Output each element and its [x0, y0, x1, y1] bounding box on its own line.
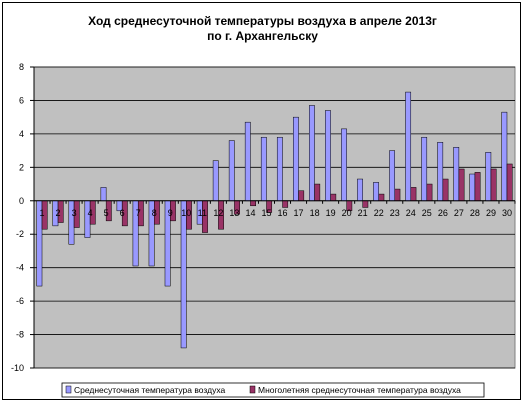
bar-daily [84, 200, 91, 238]
legend-label-normal: Многолетняя среднесуточная температура в… [258, 385, 461, 395]
bar-normal [250, 200, 256, 207]
x-tick-label: 2 [56, 208, 61, 218]
x-tick-label: 22 [374, 208, 384, 218]
bar-daily [180, 200, 187, 349]
y-tick-label: -8 [16, 330, 24, 340]
plot-area [33, 66, 516, 369]
bar-daily [244, 121, 251, 202]
y-tick-label: 4 [19, 129, 24, 139]
y-tick-label: -10 [11, 363, 24, 373]
x-tick-label: 14 [245, 208, 255, 218]
y-axis-ticks: -10 -8 -6 -4 -2 0 2 4 6 8 [11, 62, 24, 373]
y-tick-label: 8 [19, 62, 24, 72]
bar-normal [426, 183, 433, 202]
bar-daily [373, 182, 379, 202]
legend-box [61, 382, 485, 398]
bar-daily [341, 128, 347, 202]
chart-title-line-1: Ход среднесуточной температуры воздуха в… [88, 14, 437, 28]
bar-normal [330, 193, 337, 202]
bar-normal [394, 188, 401, 202]
x-tick-label: 26 [438, 208, 448, 218]
x-tick-label: 30 [502, 208, 512, 218]
y-tick-label: 0 [19, 196, 24, 206]
y-tick-label: 6 [19, 95, 24, 105]
x-tick-label: 17 [294, 208, 304, 218]
x-tick-label: 3 [72, 208, 77, 218]
x-tick-label: 23 [390, 208, 400, 218]
y-tick-label: -6 [16, 296, 24, 306]
bar-daily [325, 110, 331, 202]
bar-daily [228, 140, 235, 202]
bar-normal [298, 190, 305, 202]
x-tick-label: 9 [168, 208, 173, 218]
legend-swatch-normal [249, 385, 256, 394]
y-tick-label: -4 [16, 263, 24, 273]
bar-daily [276, 136, 283, 202]
bar-normal [314, 183, 321, 202]
legend-swatch-daily [65, 385, 72, 394]
x-tick-label: 5 [104, 208, 109, 218]
bar-normal [506, 163, 513, 202]
x-tick-label: 25 [422, 208, 432, 218]
bar-normal [474, 172, 481, 202]
x-tick-label: 27 [454, 208, 464, 218]
x-tick-label: 1 [40, 208, 45, 218]
x-tick-label: 24 [406, 208, 416, 218]
bar-normal [458, 168, 465, 202]
bar-normal [378, 193, 385, 202]
bar-daily [485, 152, 492, 202]
bar-daily [389, 150, 396, 202]
x-tick-label: 10 [181, 208, 191, 218]
chart-title-line-2: по г. Архангельску [207, 29, 318, 43]
x-tick-label: 4 [88, 208, 93, 218]
x-tick-label: 12 [213, 208, 223, 218]
x-tick-label: 7 [136, 208, 141, 218]
x-tick-label: 8 [152, 208, 157, 218]
x-tick-label: 29 [486, 208, 496, 218]
bar-daily [405, 91, 412, 202]
bar-daily [293, 116, 299, 202]
axes [30, 66, 516, 369]
bar-daily [421, 136, 428, 202]
bar-daily [100, 187, 107, 202]
bar-normal [282, 200, 289, 208]
bar-normal [442, 178, 449, 202]
bar-daily [260, 136, 267, 202]
bar-daily [501, 111, 508, 202]
bar-daily [309, 105, 315, 202]
y-tick-label: 2 [19, 162, 24, 172]
x-tick-label: 11 [198, 208, 207, 218]
bar-daily [437, 142, 444, 202]
y-tick-label: -2 [16, 229, 24, 239]
x-tick-label: 15 [261, 208, 271, 218]
x-tick-label: 21 [358, 208, 368, 218]
x-tick-label: 6 [120, 208, 125, 218]
x-tick-label: 20 [342, 208, 352, 218]
bar-daily [453, 147, 460, 202]
bar-daily [469, 173, 476, 202]
x-tick-label: 19 [326, 208, 336, 218]
bar-daily [357, 178, 363, 202]
legend-label-daily: Среднесуточная температура воздуха [74, 385, 225, 395]
bar-normal [490, 168, 497, 202]
x-axis-ticks: 1 2 3 4 5 6 7 8 9 10 11 12 13 14 15 16 17 18 19 20 21 22 23 24 2… [40, 208, 512, 218]
x-tick-label: 28 [470, 208, 480, 218]
x-tick-label: 16 [278, 208, 288, 218]
bars [36, 91, 513, 349]
bar-daily [212, 160, 219, 202]
bar-normal [410, 187, 417, 202]
bar-normal [362, 200, 369, 208]
x-tick-label: 18 [310, 208, 320, 218]
x-tick-label: 13 [229, 208, 239, 218]
legend: Среднесуточная температура воздуха Много… [61, 382, 485, 398]
